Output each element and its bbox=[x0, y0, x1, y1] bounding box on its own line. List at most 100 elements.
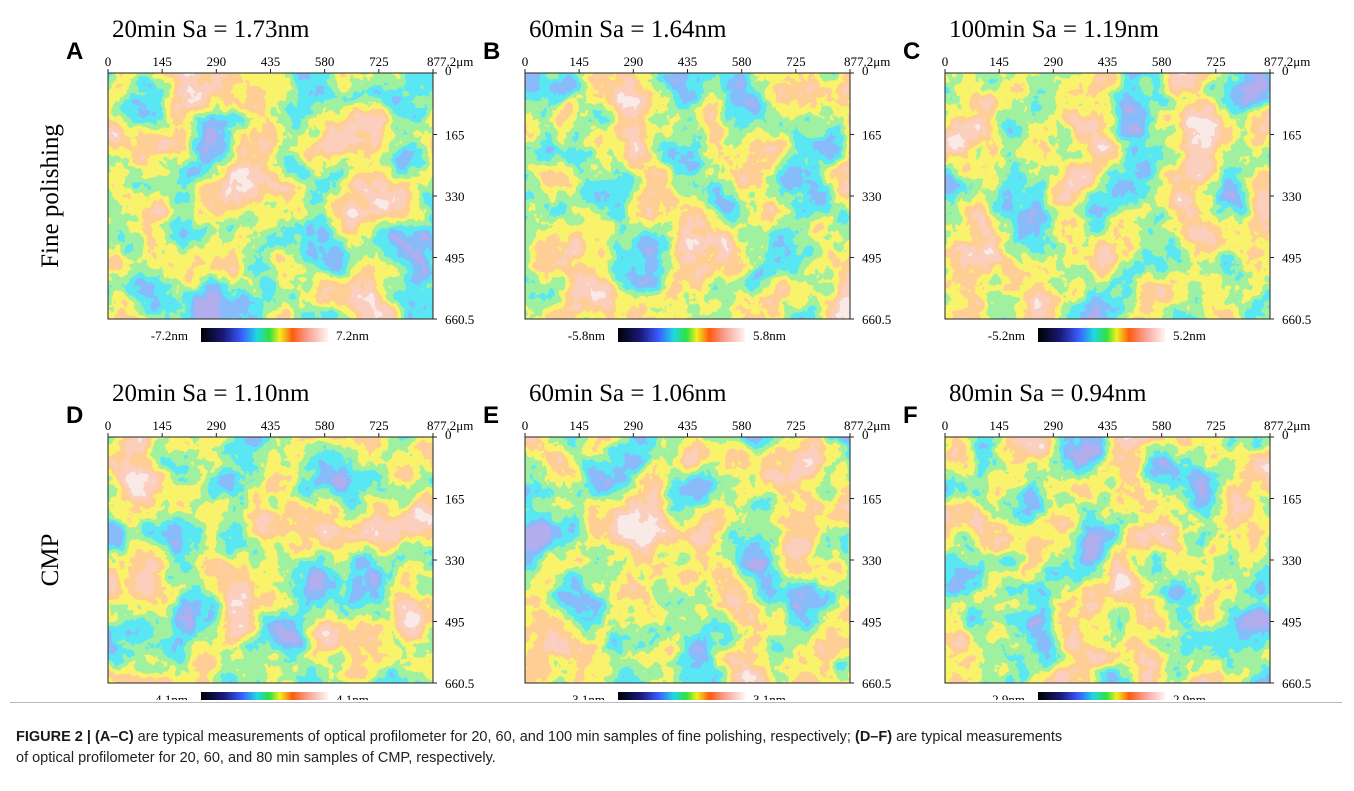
y-tick-label: 330 bbox=[1282, 553, 1302, 568]
x-tick-label: 435 bbox=[678, 418, 698, 433]
x-tick-label: 725 bbox=[786, 54, 806, 69]
x-tick-label: 580 bbox=[1152, 418, 1172, 433]
y-tick-label: 495 bbox=[445, 251, 465, 266]
y-tick-label: 165 bbox=[445, 492, 465, 507]
y-tick-label: 165 bbox=[862, 128, 882, 143]
color-bar bbox=[201, 692, 328, 700]
caption: FIGURE 2 | (A–C) are typical measurement… bbox=[10, 702, 1342, 784]
y-tick-label: 660.5 bbox=[862, 676, 891, 691]
color-bar bbox=[1038, 692, 1165, 700]
x-tick-label: 145 bbox=[152, 54, 172, 69]
y-tick-label: 0 bbox=[1282, 427, 1289, 442]
x-tick-label: 435 bbox=[261, 54, 281, 69]
x-tick-label: 435 bbox=[261, 418, 281, 433]
scale-min: -5.2nm bbox=[988, 328, 1025, 343]
x-tick-label: 145 bbox=[989, 418, 1009, 433]
scale-max: 5.8nm bbox=[753, 328, 786, 343]
y-tick-label: 660.5 bbox=[445, 676, 474, 691]
scale-min: -3.1nm bbox=[568, 692, 605, 700]
x-tick-label: 877.2μm bbox=[844, 418, 890, 433]
panel-title: 60min Sa = 1.64nm bbox=[529, 16, 727, 43]
surface-map bbox=[945, 437, 1270, 683]
x-tick-label: 0 bbox=[522, 418, 529, 433]
y-tick-label: 660.5 bbox=[1282, 676, 1311, 691]
x-tick-label: 145 bbox=[989, 54, 1009, 69]
y-tick-label: 165 bbox=[1282, 128, 1302, 143]
y-tick-label: 330 bbox=[862, 189, 882, 204]
y-tick-label: 0 bbox=[862, 427, 869, 442]
color-bar bbox=[201, 328, 328, 342]
y-tick-label: 330 bbox=[445, 553, 465, 568]
color-bar bbox=[1038, 328, 1165, 342]
scale-min: -7.2nm bbox=[151, 328, 188, 343]
x-tick-label: 877.2μm bbox=[427, 54, 473, 69]
x-tick-label: 0 bbox=[522, 54, 529, 69]
y-tick-label: 165 bbox=[862, 492, 882, 507]
x-tick-label: 435 bbox=[1098, 54, 1118, 69]
x-tick-label: 290 bbox=[207, 54, 227, 69]
y-tick-label: 495 bbox=[445, 615, 465, 630]
caption-text: of optical profilometer for 20, 60, and … bbox=[16, 750, 496, 766]
color-bar bbox=[618, 328, 745, 342]
x-tick-label: 877.2μm bbox=[427, 418, 473, 433]
y-tick-label: 165 bbox=[1282, 492, 1302, 507]
panel-title: 20min Sa = 1.10nm bbox=[112, 380, 310, 407]
scale-max: 5.2nm bbox=[1173, 328, 1206, 343]
x-tick-label: 145 bbox=[152, 418, 172, 433]
color-bar bbox=[618, 692, 745, 700]
caption-text: FIGURE 2 | (A–C) bbox=[16, 729, 134, 745]
x-tick-label: 580 bbox=[732, 54, 752, 69]
x-tick-label: 290 bbox=[1044, 418, 1064, 433]
x-tick-label: 725 bbox=[786, 418, 806, 433]
panel-letter: E bbox=[483, 402, 499, 429]
panel-letter: B bbox=[483, 38, 500, 65]
y-tick-label: 330 bbox=[445, 189, 465, 204]
y-tick-label: 495 bbox=[1282, 615, 1302, 630]
x-tick-label: 877.2μm bbox=[1264, 418, 1310, 433]
x-tick-label: 145 bbox=[569, 418, 589, 433]
panel-title: 80min Sa = 0.94nm bbox=[949, 380, 1147, 407]
surface-map bbox=[108, 437, 433, 683]
caption-text: (D–F) bbox=[855, 729, 893, 745]
x-tick-label: 435 bbox=[1098, 418, 1118, 433]
panel-title: 60min Sa = 1.06nm bbox=[529, 380, 727, 407]
y-tick-label: 0 bbox=[445, 63, 452, 78]
surface-map bbox=[945, 73, 1270, 319]
scale-max: 3.1nm bbox=[753, 692, 786, 700]
scale-min: -5.8nm bbox=[568, 328, 605, 343]
y-tick-label: 660.5 bbox=[1282, 312, 1311, 327]
y-tick-label: 495 bbox=[1282, 251, 1302, 266]
y-tick-label: 495 bbox=[862, 251, 882, 266]
panel-title: 20min Sa = 1.73nm bbox=[112, 16, 310, 43]
caption-line: of optical profilometer for 20, 60, and … bbox=[16, 748, 1342, 769]
x-tick-label: 725 bbox=[369, 418, 389, 433]
panel-letter: A bbox=[66, 38, 83, 65]
x-tick-label: 0 bbox=[942, 418, 949, 433]
y-tick-label: 330 bbox=[1282, 189, 1302, 204]
y-tick-label: 0 bbox=[862, 63, 869, 78]
panel-letter: F bbox=[903, 402, 918, 429]
scale-max: 4.1nm bbox=[336, 692, 369, 700]
x-tick-label: 877.2μm bbox=[1264, 54, 1310, 69]
panel-title: 100min Sa = 1.19nm bbox=[949, 16, 1159, 43]
x-tick-label: 725 bbox=[369, 54, 389, 69]
y-tick-label: 165 bbox=[445, 128, 465, 143]
x-tick-label: 725 bbox=[1206, 54, 1226, 69]
x-tick-label: 0 bbox=[105, 418, 112, 433]
x-tick-label: 0 bbox=[942, 54, 949, 69]
caption-text: are typical measurements of optical prof… bbox=[133, 729, 855, 745]
y-tick-label: 660.5 bbox=[862, 312, 891, 327]
surface-map bbox=[525, 73, 850, 319]
scale-max: 2.9nm bbox=[1173, 692, 1206, 700]
x-tick-label: 0 bbox=[105, 54, 112, 69]
x-tick-label: 580 bbox=[315, 418, 335, 433]
caption-text: are typical measurements bbox=[892, 729, 1063, 745]
y-tick-label: 0 bbox=[1282, 63, 1289, 78]
x-tick-label: 145 bbox=[569, 54, 589, 69]
x-tick-label: 435 bbox=[678, 54, 698, 69]
y-tick-label: 660.5 bbox=[445, 312, 474, 327]
x-tick-label: 290 bbox=[1044, 54, 1064, 69]
y-tick-label: 0 bbox=[445, 427, 452, 442]
